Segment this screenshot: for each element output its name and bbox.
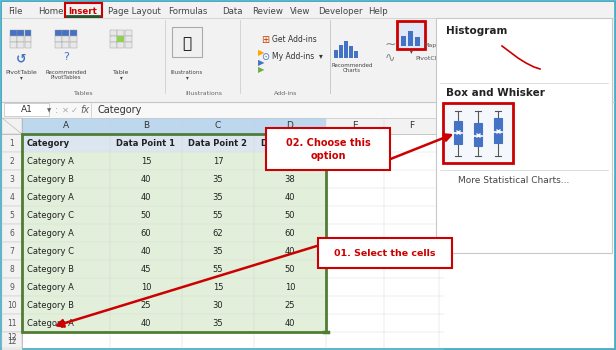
Text: Recommended: Recommended <box>45 70 87 75</box>
Text: 50: 50 <box>285 210 295 219</box>
Text: ∿: ∿ <box>385 51 395 64</box>
Bar <box>515 57 522 73</box>
Text: Data Point 2: Data Point 2 <box>188 139 248 147</box>
Text: Data Point 3: Data Point 3 <box>261 139 320 147</box>
Text: Maps: Maps <box>424 42 440 48</box>
Text: 45: 45 <box>140 265 152 273</box>
Bar <box>2 118 22 348</box>
Bar <box>2 278 22 296</box>
Bar <box>22 242 326 260</box>
Bar <box>117 30 124 35</box>
Bar <box>446 177 449 185</box>
Bar <box>55 30 62 35</box>
Bar <box>446 180 449 185</box>
Bar <box>2 242 22 260</box>
Bar <box>523 63 530 73</box>
Bar <box>2 224 22 242</box>
Text: 50: 50 <box>140 210 152 219</box>
Text: 35: 35 <box>213 175 224 183</box>
FancyBboxPatch shape <box>266 128 390 170</box>
Text: 40: 40 <box>285 193 295 202</box>
Text: ↺: ↺ <box>16 52 26 65</box>
Text: Box and Whisker: Box and Whisker <box>446 88 545 98</box>
Text: 35: 35 <box>213 193 224 202</box>
Bar <box>124 36 131 42</box>
Bar <box>117 36 124 42</box>
Bar <box>446 179 449 185</box>
Bar <box>22 278 326 296</box>
Text: Page Layout: Page Layout <box>108 7 161 15</box>
Text: 🌐: 🌐 <box>468 38 476 51</box>
Text: PivotChart: PivotChart <box>416 56 448 61</box>
Text: 50: 50 <box>285 265 295 273</box>
Bar <box>334 50 338 58</box>
Text: ✕: ✕ <box>62 105 68 114</box>
Bar <box>22 134 326 152</box>
Bar <box>2 102 442 118</box>
Text: Illustrations: Illustrations <box>171 70 203 75</box>
Text: 02. Choose this: 02. Choose this <box>286 138 370 148</box>
Text: 6: 6 <box>10 229 14 238</box>
Bar <box>339 45 343 58</box>
Bar <box>344 41 348 58</box>
Bar <box>444 38 490 76</box>
Bar <box>494 118 502 143</box>
Text: 35: 35 <box>213 246 224 256</box>
Text: C: C <box>215 121 221 131</box>
Text: 35: 35 <box>213 318 224 328</box>
Bar <box>22 152 326 170</box>
Bar <box>110 36 117 42</box>
Text: Formulas: Formulas <box>168 7 208 15</box>
Text: :: : <box>54 105 58 115</box>
Text: Category A: Category A <box>27 193 74 202</box>
Bar <box>22 296 326 314</box>
Text: 10: 10 <box>140 282 152 292</box>
Text: Category B: Category B <box>27 175 74 183</box>
Bar <box>117 36 124 42</box>
Text: 10: 10 <box>7 301 17 309</box>
Bar <box>70 42 76 48</box>
Bar <box>22 134 326 332</box>
Bar <box>17 36 24 42</box>
Text: B: B <box>143 121 149 131</box>
Text: Help: Help <box>368 7 387 15</box>
Text: Category B: Category B <box>27 301 74 309</box>
Text: D: D <box>286 121 293 131</box>
Bar <box>531 67 538 73</box>
Text: ▾: ▾ <box>120 75 123 80</box>
Text: 40: 40 <box>140 193 152 202</box>
Text: Data Point 1: Data Point 1 <box>116 139 176 147</box>
Bar <box>17 30 24 35</box>
Text: Recommended: Recommended <box>331 63 373 68</box>
Text: 14: 14 <box>285 156 295 166</box>
Bar <box>446 181 449 185</box>
Bar <box>454 120 462 144</box>
Bar <box>55 42 62 48</box>
Bar <box>2 296 22 314</box>
Bar <box>2 118 444 348</box>
Bar <box>2 134 22 152</box>
Text: 40: 40 <box>285 246 295 256</box>
Bar <box>22 170 326 188</box>
Bar <box>22 134 326 152</box>
Bar <box>62 36 69 42</box>
Text: Data: Data <box>222 7 243 15</box>
Text: fx: fx <box>81 105 89 115</box>
Bar <box>408 31 413 46</box>
Text: Developer: Developer <box>318 7 362 15</box>
Text: 11: 11 <box>7 318 17 328</box>
Bar <box>474 123 482 146</box>
Bar <box>2 118 444 134</box>
Bar <box>10 42 17 48</box>
Text: 3: 3 <box>10 175 14 183</box>
Text: File: File <box>8 7 23 15</box>
Text: Tables: Tables <box>74 91 94 96</box>
Text: ▾: ▾ <box>185 75 188 80</box>
Text: 62: 62 <box>213 229 224 238</box>
FancyBboxPatch shape <box>397 21 425 49</box>
Bar <box>124 30 131 35</box>
Bar <box>499 45 506 73</box>
Bar <box>2 152 22 170</box>
Bar <box>22 224 326 242</box>
